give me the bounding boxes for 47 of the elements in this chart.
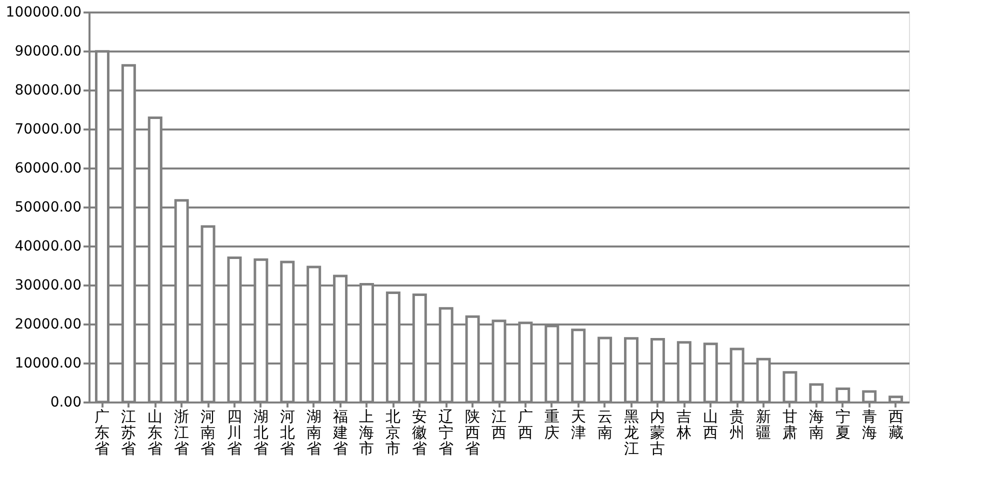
x-tick-label: 河北省 bbox=[280, 408, 295, 458]
x-tick-label: 贵州 bbox=[730, 408, 745, 442]
x-tick-label: 新疆 bbox=[756, 408, 772, 442]
x-tick-label: 浙江省 bbox=[174, 408, 190, 458]
x-tick-label: 广东省 bbox=[94, 408, 110, 458]
x-tick-label: 江苏省 bbox=[121, 408, 136, 458]
y-tick-label: 30000.00 bbox=[14, 278, 82, 294]
x-tick-label: 上海市 bbox=[359, 408, 374, 458]
y-tick-label: 10000.00 bbox=[14, 356, 82, 372]
x-tick-label: 内蒙古 bbox=[650, 408, 666, 458]
bar bbox=[809, 383, 824, 404]
x-tick-label: 宁夏 bbox=[835, 408, 850, 442]
x-tick-label: 四川省 bbox=[226, 408, 242, 458]
x-tick-label: 山东省 bbox=[148, 408, 163, 458]
x-tick-label: 湖北省 bbox=[253, 408, 268, 458]
y-tick-label: 20000.00 bbox=[14, 316, 82, 332]
y-tick-label: 60000.00 bbox=[14, 160, 82, 176]
x-tick-label: 辽宁省 bbox=[438, 408, 454, 458]
y-tick-label: 40000.00 bbox=[14, 238, 82, 254]
x-tick-label: 青海 bbox=[862, 408, 877, 442]
y-tick-label: 0.00 bbox=[50, 394, 82, 410]
x-tick-label: 云南 bbox=[597, 408, 612, 442]
y-tick-label: 70000.00 bbox=[14, 122, 82, 138]
bar bbox=[836, 387, 850, 404]
x-tick-label: 广西 bbox=[518, 408, 533, 442]
x-tick-label: 天津 bbox=[570, 408, 586, 442]
y-tick-label: 100000.00 bbox=[6, 4, 82, 20]
bar bbox=[888, 396, 904, 404]
x-tick-label: 西藏 bbox=[888, 408, 904, 442]
x-tick-label: 山西 bbox=[703, 408, 718, 442]
x-tick-label: 黑龙江 bbox=[624, 408, 639, 458]
x-tick-label: 湖南省 bbox=[306, 408, 322, 458]
bar bbox=[782, 371, 798, 404]
x-tick-label: 陕西省 bbox=[465, 408, 480, 458]
x-tick-label: 福建省 bbox=[332, 408, 348, 458]
y-tick-label: 90000.00 bbox=[14, 44, 82, 60]
x-tick-label: 吉林 bbox=[676, 408, 692, 442]
x-tick-label: 海南 bbox=[808, 408, 824, 442]
y-tick-label: 80000.00 bbox=[14, 82, 82, 98]
x-tick-label: 甘肃 bbox=[782, 408, 798, 442]
x-tick-label: 北京市 bbox=[386, 408, 401, 458]
x-tick-label: 安徽省 bbox=[412, 408, 428, 458]
bar bbox=[862, 390, 877, 404]
x-tick-label: 河南省 bbox=[200, 408, 216, 458]
x-tick-label: 重庆 bbox=[544, 408, 560, 442]
x-tick-label: 江西 bbox=[492, 408, 506, 442]
y-tick-label: 50000.00 bbox=[14, 200, 82, 216]
